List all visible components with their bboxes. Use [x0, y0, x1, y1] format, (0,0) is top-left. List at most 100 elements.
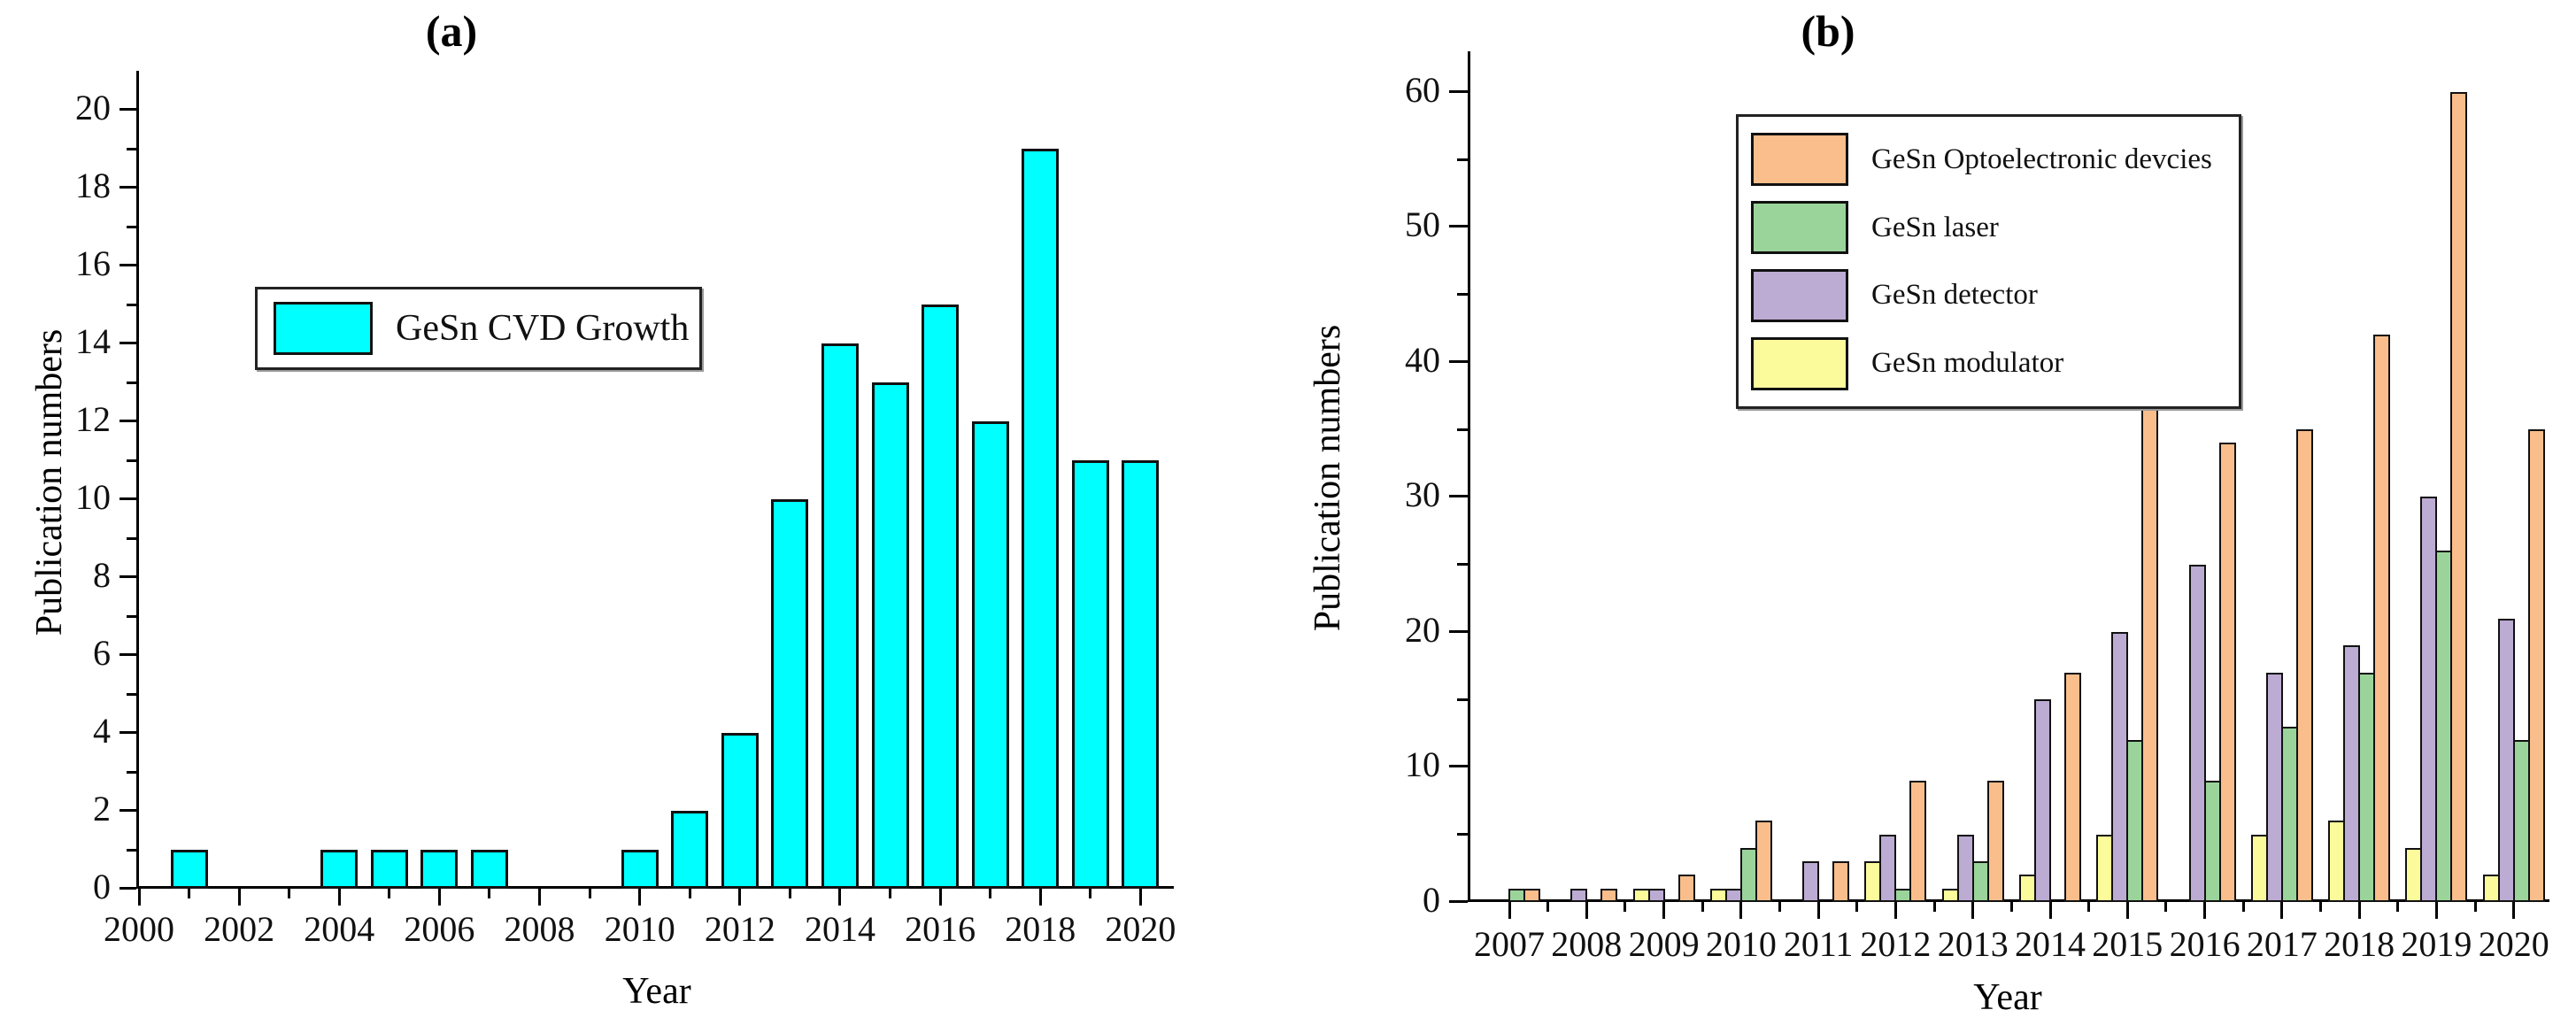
x-major-tick — [1038, 889, 1042, 906]
x-tick-label: 2020 — [2478, 924, 2549, 964]
y-major-tick — [1449, 225, 1468, 228]
bar-cvd-growth-2010 — [621, 850, 659, 889]
x-tick-label: 2016 — [905, 909, 976, 949]
y-tick-label: 6 — [93, 633, 111, 673]
panel-a-x-axis-label: Year — [622, 971, 691, 1012]
x-tick-label: 2014 — [2015, 924, 2086, 964]
panel-b-title: (b) — [1801, 6, 1855, 56]
bar-cvd-growth-2011 — [671, 811, 709, 889]
x-tick-label: 2013 — [1937, 924, 2009, 964]
y-tick-label: 18 — [75, 166, 111, 205]
x-tick-label: 2020 — [1105, 909, 1176, 949]
y-major-tick — [1449, 359, 1468, 363]
y-tick-label: 60 — [1405, 69, 1440, 110]
bar-cvd-growth-2005 — [370, 850, 408, 889]
y-minor-tick — [127, 614, 136, 618]
x-major-tick — [638, 889, 642, 906]
y-minor-tick — [127, 381, 136, 384]
x-major-tick — [1662, 902, 1666, 919]
x-tick-label: 2002 — [204, 909, 275, 949]
y-tick-label: 14 — [75, 321, 111, 361]
x-major-tick — [2048, 902, 2052, 919]
legend-item: GeSn modulator — [1751, 336, 2226, 390]
x-major-tick — [437, 889, 441, 906]
legend-label: GeSn laser — [1871, 211, 1999, 243]
y-tick-label: 2 — [93, 789, 111, 829]
bar-gesn-optoelectronic-devcies-2014 — [2064, 672, 2081, 902]
y-major-tick — [1449, 900, 1468, 903]
bar-gesn-optoelectronic-devcies-2010 — [1755, 821, 1772, 902]
legend-swatch-gesn-laser — [1751, 201, 1848, 255]
x-minor-tick — [788, 889, 791, 898]
x-major-tick — [2512, 902, 2516, 919]
x-major-tick — [1816, 902, 1820, 919]
bar-gesn-optoelectronic-devcies-2018 — [2373, 335, 2391, 902]
y-major-tick — [120, 342, 136, 344]
bar-gesn-optoelectronic-devcies-2013 — [1986, 780, 2004, 902]
x-major-tick — [938, 889, 942, 906]
x-tick-label: 2018 — [2324, 924, 2395, 964]
legend-item: GeSn Optoelectronic devcies — [1751, 133, 2226, 187]
x-major-tick — [2434, 902, 2438, 919]
legend-item: GeSn laser — [1751, 201, 2226, 255]
y-tick-label: 30 — [1405, 474, 1440, 515]
y-tick-label: 8 — [93, 555, 111, 595]
x-tick-label: 2008 — [1551, 924, 1623, 964]
legend-swatch-gesn-optoelectronic-devcies — [1751, 133, 1848, 187]
x-major-tick — [137, 889, 141, 906]
x-minor-tick — [2087, 902, 2091, 912]
x-major-tick — [2125, 902, 2129, 919]
bar-cvd-growth-2004 — [320, 850, 359, 889]
x-minor-tick — [188, 889, 191, 898]
bar-cvd-growth-2007 — [470, 850, 508, 889]
y-major-tick — [120, 731, 136, 734]
y-minor-tick — [127, 770, 136, 774]
y-tick-label: 0 — [93, 867, 111, 906]
x-tick-label: 2009 — [1628, 924, 1700, 964]
y-minor-tick — [127, 536, 136, 540]
x-minor-tick — [1932, 902, 1936, 912]
x-major-tick — [1585, 902, 1588, 919]
panel-b-y-axis-label: Publication numbers — [1307, 324, 1348, 632]
bar-cvd-growth-2013 — [771, 499, 809, 889]
panel-a-title: (a) — [425, 6, 478, 56]
x-major-tick — [337, 889, 341, 906]
y-major-tick — [1449, 495, 1468, 498]
panel-a-plot-area: 0 2 4 6 8 10 12 14 16 18 20 2000 2002 2004 2006 2008 201… — [75, 71, 1176, 949]
x-minor-tick — [889, 889, 892, 898]
bar-cvd-growth-2014 — [821, 343, 859, 889]
y-minor-tick — [1457, 158, 1468, 161]
bar-gesn-optoelectronic-devcies-2017 — [2295, 429, 2313, 902]
x-tick-label: 2006 — [404, 909, 475, 949]
x-minor-tick — [2319, 902, 2322, 912]
y-major-tick — [120, 653, 136, 656]
bar-gesn-optoelectronic-devcies-2011 — [1832, 861, 1850, 902]
y-minor-tick — [1457, 698, 1468, 701]
x-tick-label: 2000 — [104, 909, 174, 949]
x-major-tick — [1739, 902, 1743, 919]
bar-gesn-optoelectronic-devcies-2019 — [2450, 91, 2468, 902]
x-tick-label: 2012 — [704, 909, 775, 949]
x-major-tick — [237, 889, 241, 906]
x-tick-label: 2010 — [604, 909, 675, 949]
bar-gesn-optoelectronic-devcies-2008 — [1600, 888, 1618, 902]
legend-label: GeSn Optoelectronic devcies — [1871, 143, 2212, 175]
y-minor-tick — [1457, 293, 1468, 297]
x-major-tick — [1508, 902, 1511, 919]
x-tick-label: 2011 — [1783, 924, 1854, 964]
panel-b-legend: GeSn Optoelectronic devcies GeSn laser GeS… — [1736, 114, 2241, 409]
bar-gesn-detector-2011 — [1802, 861, 1820, 902]
legend-swatch-gesn-detector — [1751, 268, 1848, 322]
x-major-tick — [538, 889, 542, 906]
panel-a-legend: GeSn CVD Growth — [255, 287, 702, 370]
y-major-tick — [120, 264, 136, 266]
bar-gesn-optoelectronic-devcies-2012 — [1909, 780, 1927, 902]
x-minor-tick — [2473, 902, 2477, 912]
legend-item: GeSn detector — [1751, 268, 2226, 322]
bar-gesn-detector-2012 — [1879, 834, 1897, 902]
x-minor-tick — [688, 889, 691, 898]
bar-cvd-growth-2017 — [971, 421, 1009, 889]
legend-label: GeSn modulator — [1871, 347, 2064, 380]
x-minor-tick — [388, 889, 391, 898]
x-tick-label: 2019 — [2401, 924, 2472, 964]
